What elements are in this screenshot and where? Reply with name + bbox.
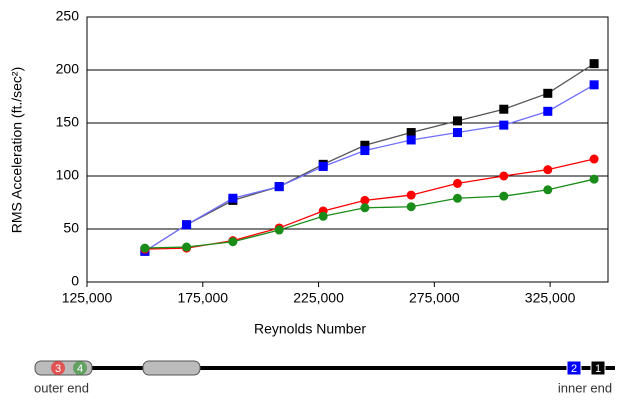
data-point — [228, 237, 238, 247]
data-point — [543, 165, 553, 175]
data-point — [452, 178, 462, 188]
series-line — [144, 158, 595, 250]
data-point — [274, 182, 284, 192]
plot-frame — [86, 16, 609, 283]
data-point — [406, 202, 416, 212]
sensor-label: 1 — [595, 363, 601, 375]
x-axis-label: Reynolds Number — [254, 321, 366, 337]
y-tick-label: 150 — [56, 114, 80, 130]
data-point — [543, 88, 553, 98]
y-tick-label: 0 — [71, 273, 79, 289]
series-line — [144, 84, 595, 252]
data-point — [589, 154, 599, 164]
x-tick-label: 325,000 — [525, 290, 576, 306]
x-tick-label: 175,000 — [177, 290, 228, 306]
data-point — [499, 191, 509, 201]
inner-end-label: inner end — [558, 380, 612, 395]
y-tick-label: 50 — [63, 220, 79, 236]
cylinder — [142, 360, 201, 376]
y-axis-label: RMS Acceleration (ft./sec²) — [9, 67, 25, 234]
y-tick-label: 100 — [56, 167, 80, 183]
data-point — [182, 220, 192, 230]
data-point — [452, 128, 462, 138]
data-point — [499, 171, 509, 181]
sensor-markers: 1 2 3 4 — [51, 360, 606, 376]
sensor-marker — [73, 361, 87, 375]
data-point — [499, 104, 509, 114]
data-point — [360, 195, 370, 205]
x-tick-label: 125,000 — [62, 290, 113, 306]
y-tick-label: 200 — [56, 61, 80, 77]
sensor-marker — [566, 360, 582, 376]
data-point — [406, 190, 416, 200]
data-point — [589, 80, 599, 90]
data-point — [360, 203, 370, 213]
data-point — [140, 243, 150, 253]
data-point — [589, 174, 599, 184]
sensor-label: 2 — [571, 363, 577, 375]
data-point — [452, 193, 462, 203]
data-point — [318, 211, 328, 221]
data-point — [499, 120, 509, 130]
sensor-marker — [590, 360, 606, 376]
data-point — [360, 146, 370, 156]
outer-end-label: outer end — [34, 380, 89, 395]
sensor-label: 3 — [55, 363, 61, 375]
data-point — [406, 128, 416, 138]
sensor-label: 4 — [77, 363, 83, 375]
data-point — [274, 225, 284, 235]
data-point — [543, 185, 553, 195]
data-point — [589, 59, 599, 69]
data-point — [452, 116, 462, 126]
sensor-marker — [51, 361, 65, 375]
data-point — [360, 140, 370, 150]
series-line — [144, 178, 595, 249]
data-point — [318, 161, 328, 171]
data-point — [182, 242, 192, 252]
x-tick-label: 225,000 — [293, 290, 344, 306]
x-tick-label: 275,000 — [409, 290, 460, 306]
series-line — [144, 63, 595, 252]
data-point — [406, 135, 416, 145]
y-tick-label: 250 — [56, 8, 80, 24]
data-point — [228, 193, 238, 203]
data-point — [543, 106, 553, 116]
